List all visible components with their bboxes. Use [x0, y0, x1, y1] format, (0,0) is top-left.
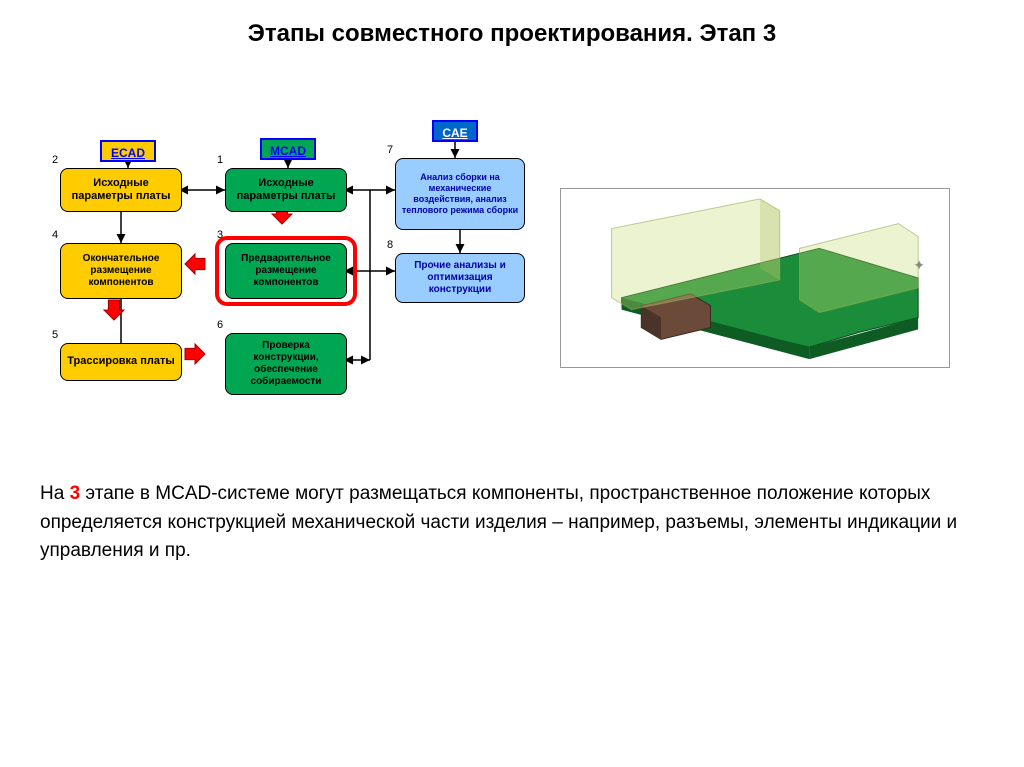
node-5: Трассировка платы [60, 343, 182, 381]
node-6-num: 6 [217, 319, 223, 331]
node-5-num: 5 [52, 329, 58, 341]
header-ecad-label: ECAD [111, 146, 145, 160]
cad-svg: ✦ [561, 189, 949, 367]
node-7: Анализ сборки на механические воздействи… [395, 158, 525, 230]
desc-stage: 3 [70, 483, 81, 504]
node-7-label: Анализ сборки на механические воздействи… [400, 172, 520, 215]
header-mcad: MCAD [260, 138, 316, 160]
node-5-label: Трассировка платы [67, 355, 175, 368]
node-6-label: Проверка конструкции, обеспечение собира… [230, 340, 342, 388]
node-1-label: Исходные параметры платы [230, 177, 342, 203]
node-6: Проверка конструкции, обеспечение собира… [225, 333, 347, 395]
cad-render: ✦ [560, 188, 950, 368]
header-cae: CAE [432, 120, 478, 142]
header-ecad: ECAD [100, 140, 156, 162]
node-2-label: Исходные параметры платы [65, 177, 177, 203]
stage-highlight [215, 236, 357, 306]
node-2-num: 2 [52, 154, 58, 166]
node-1-num: 1 [217, 154, 223, 166]
desc-prefix: На [40, 483, 70, 504]
title-text: Этапы совместного проектирования. Этап 3 [248, 20, 776, 47]
node-2: Исходные параметры платы [60, 168, 182, 212]
node-8: Прочие анализы и оптимизация конструкции [395, 253, 525, 303]
desc-rest: этапе в MCAD-системе могут размещаться к… [40, 483, 957, 561]
header-cae-label: CAE [442, 126, 467, 140]
axis-icon: ✦ [913, 257, 925, 273]
node-8-num: 8 [387, 239, 393, 251]
node-4: Окончательное размещение компонентов [60, 243, 182, 299]
flowchart: ECAD MCAD CAE Исходные параметры платы 1… [0, 58, 1024, 418]
node-4-num: 4 [52, 229, 58, 241]
node-8-label: Прочие анализы и оптимизация конструкции [400, 260, 520, 296]
node-1: Исходные параметры платы [225, 168, 347, 212]
header-mcad-label: MCAD [270, 144, 306, 158]
page-title: Этапы совместного проектирования. Этап 3 [0, 0, 1024, 58]
node-7-num: 7 [387, 144, 393, 156]
description: На 3 этапе в MCAD-системе могут размещат… [40, 480, 984, 566]
node-4-label: Окончательное размещение компонентов [65, 253, 177, 289]
